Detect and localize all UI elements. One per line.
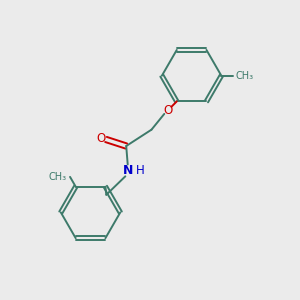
Text: CH₃: CH₃ xyxy=(49,172,67,182)
Text: O: O xyxy=(97,132,106,145)
Text: O: O xyxy=(163,104,172,117)
Text: H: H xyxy=(136,164,145,177)
Text: CH₃: CH₃ xyxy=(236,71,254,81)
Text: N: N xyxy=(122,164,133,177)
